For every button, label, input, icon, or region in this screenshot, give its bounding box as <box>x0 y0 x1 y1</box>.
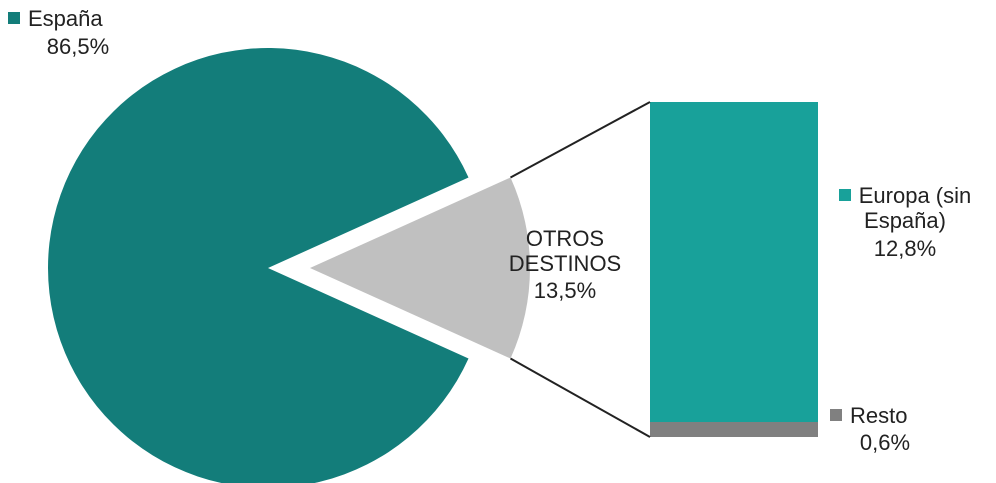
slice-label: OTROS DESTINOS <box>508 226 622 276</box>
value-label: 12,8% <box>873 236 937 261</box>
legend-entry: Resto <box>830 403 920 428</box>
bar-segment <box>650 102 818 422</box>
legend-label: Resto <box>850 403 908 428</box>
legend-label: Europa (sin España) <box>858 183 972 233</box>
legend-swatch <box>838 189 851 201</box>
legend-entry: España <box>8 6 103 31</box>
connector <box>510 357 651 438</box>
legend-entry: Europa (sin España) <box>830 183 980 233</box>
connector <box>510 101 651 179</box>
pie-slice <box>310 177 530 359</box>
pie-slice <box>48 48 469 483</box>
value-label: 86,5% <box>46 34 110 59</box>
value-label: 13,5% <box>533 278 597 303</box>
legend-swatch <box>830 409 842 421</box>
value-label: 0,6% <box>859 430 911 455</box>
legend-swatch <box>8 12 20 24</box>
legend-label: España <box>28 6 103 31</box>
bar-segment <box>650 422 818 437</box>
